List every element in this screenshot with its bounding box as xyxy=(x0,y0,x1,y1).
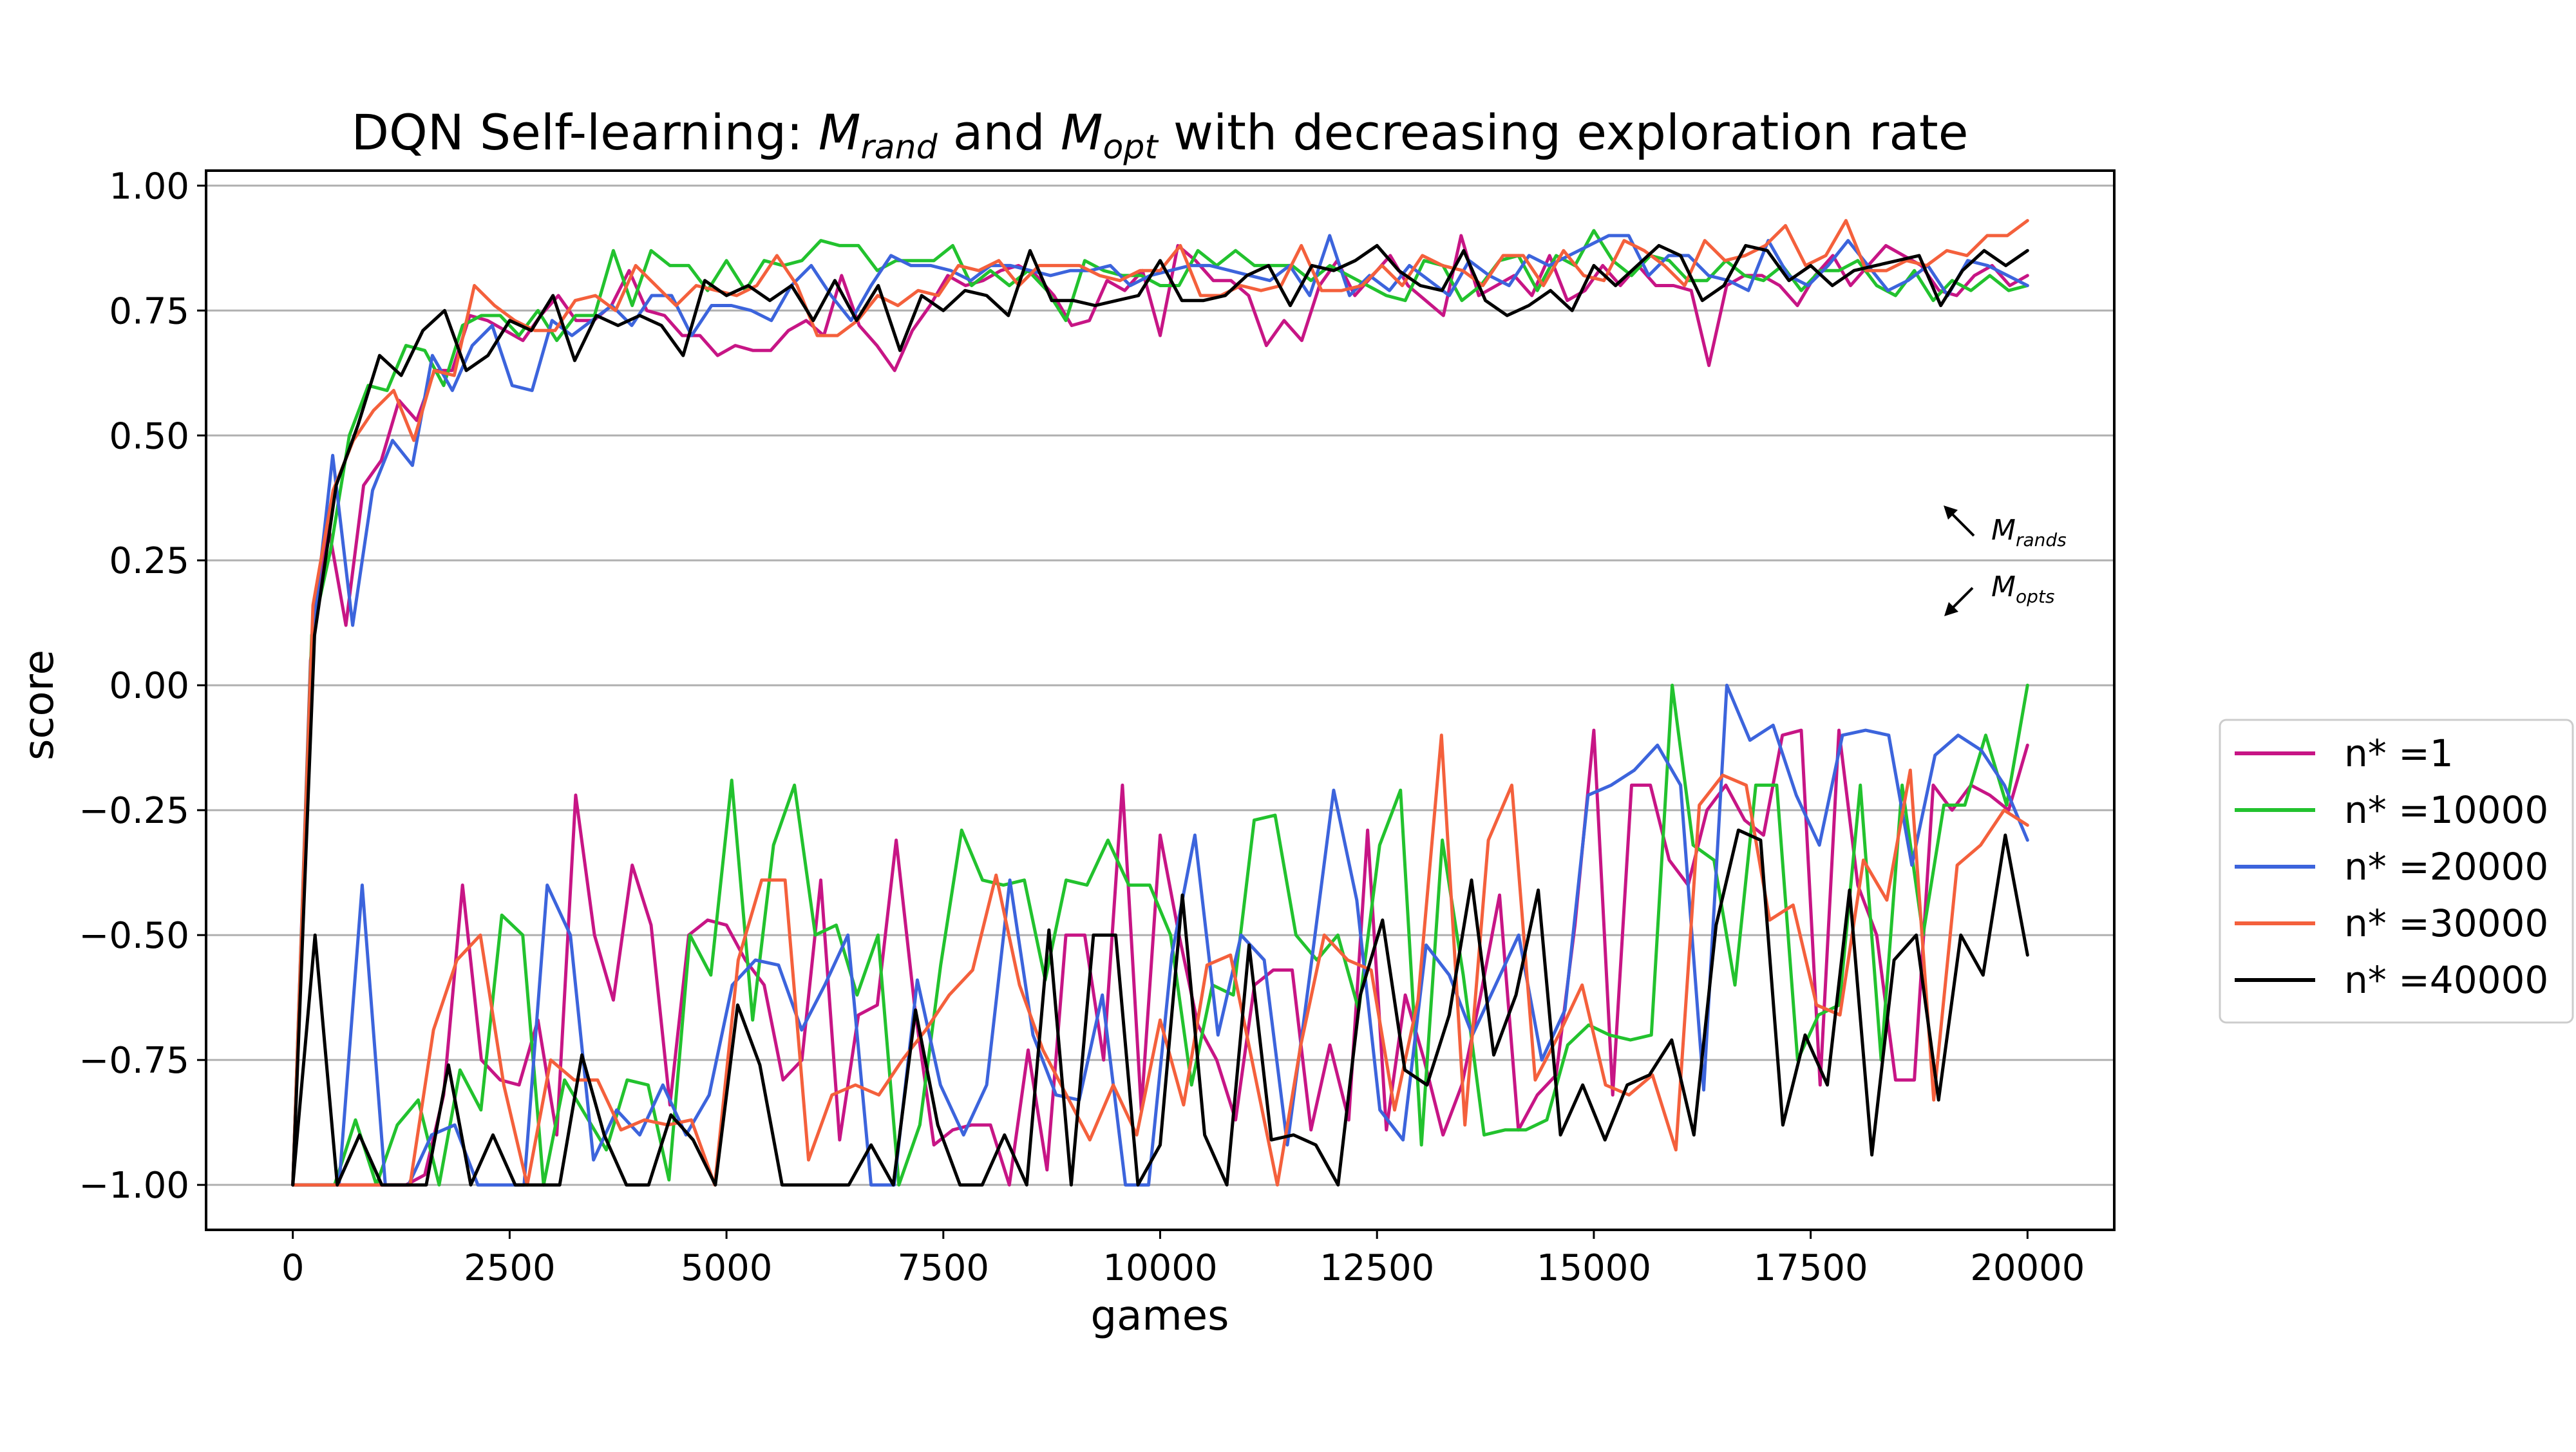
x-tick-label: 17500 xyxy=(1754,1247,1868,1289)
annotation-arrowhead-down-left xyxy=(1944,602,1958,616)
annotation-mrands-label: Mrands xyxy=(1991,514,2067,551)
series-line-n20000-rand xyxy=(291,234,2029,1187)
series-line-n20000-opt xyxy=(291,683,2029,1187)
x-tick-label: 20000 xyxy=(1970,1247,2085,1289)
annotation-mrands: Mrands xyxy=(1944,505,2067,551)
series-line-n10000-rand xyxy=(291,229,2029,1187)
title-m2-sub: opt xyxy=(1103,128,1159,167)
title-m1: M xyxy=(819,104,861,161)
legend-label-n10000: n* =10000 xyxy=(2344,788,2548,832)
legend-label-n40000: n* =40000 xyxy=(2344,958,2548,1002)
legend-label-n30000: n* =30000 xyxy=(2344,901,2548,945)
legend-frame xyxy=(2219,719,2574,1024)
chart-title: DQN Self-learning: Mrand and Mopt with d… xyxy=(352,104,1969,167)
y-tick-label: −0.75 xyxy=(79,1040,189,1082)
y-tick-label: −0.25 xyxy=(79,790,189,832)
x-axis-label: games xyxy=(1091,1292,1229,1340)
legend: n* =1 n* =10000 n* =20000 n* =30000 n* =4000… xyxy=(2219,719,2574,1024)
annotation-arrowhead-up-left xyxy=(1944,505,1958,520)
annotation-mopts-sub: opts xyxy=(2016,586,2054,607)
series-line-n1-rand xyxy=(291,234,2029,1187)
x-tick-label: 5000 xyxy=(681,1247,773,1289)
y-tick-label: 1.00 xyxy=(109,165,189,207)
y-axis-label: score xyxy=(15,650,63,760)
series-line-n10000-opt xyxy=(291,683,2029,1187)
x-tick-label: 2500 xyxy=(464,1247,556,1289)
x-tick-label: 10000 xyxy=(1103,1247,1217,1289)
series-layer xyxy=(291,219,2029,1187)
series-line-n1-opt xyxy=(291,728,2029,1187)
y-tick-label: −1.00 xyxy=(79,1165,189,1207)
title-mid: and xyxy=(938,104,1061,161)
y-tick-label: 0.00 xyxy=(109,665,189,707)
legend-label-n20000: n* =20000 xyxy=(2344,845,2548,889)
legend-label-n1: n* =1 xyxy=(2344,731,2454,775)
y-tick-label: 0.75 xyxy=(109,290,189,332)
x-tick-label: 15000 xyxy=(1537,1247,1651,1289)
annotation-mopts-m: M xyxy=(1991,570,2016,603)
series-line-n40000-rand xyxy=(291,243,2029,1187)
y-tick-label: 0.25 xyxy=(109,540,189,582)
annotation-mrands-m: M xyxy=(1991,514,2016,547)
y-tick-label: 0.50 xyxy=(109,415,189,457)
annotation-mopts-label: Mopts xyxy=(1991,570,2054,607)
annotation-mopts: Mopts xyxy=(1944,570,2054,616)
title-suffix: with decreasing exploration rate xyxy=(1158,104,1969,161)
x-tick-label: 0 xyxy=(281,1247,305,1289)
x-tick-label: 12500 xyxy=(1320,1247,1434,1289)
title-m1-sub: rand xyxy=(860,128,938,167)
series-line-n30000-opt xyxy=(291,733,2029,1187)
title-prefix: DQN Self-learning: xyxy=(352,104,819,161)
annotation-mrands-sub: rands xyxy=(2016,529,2067,551)
x-tick-label: 7500 xyxy=(898,1247,990,1289)
series-line-n40000-opt xyxy=(291,828,2029,1187)
tick-layer: 1.00 0.75 0.50 0.25 0.00 −0.25 −0.50 −0.75 −1.00… xyxy=(79,165,2085,1289)
y-tick-label: −0.50 xyxy=(79,915,189,957)
title-m2: M xyxy=(1061,104,1103,161)
